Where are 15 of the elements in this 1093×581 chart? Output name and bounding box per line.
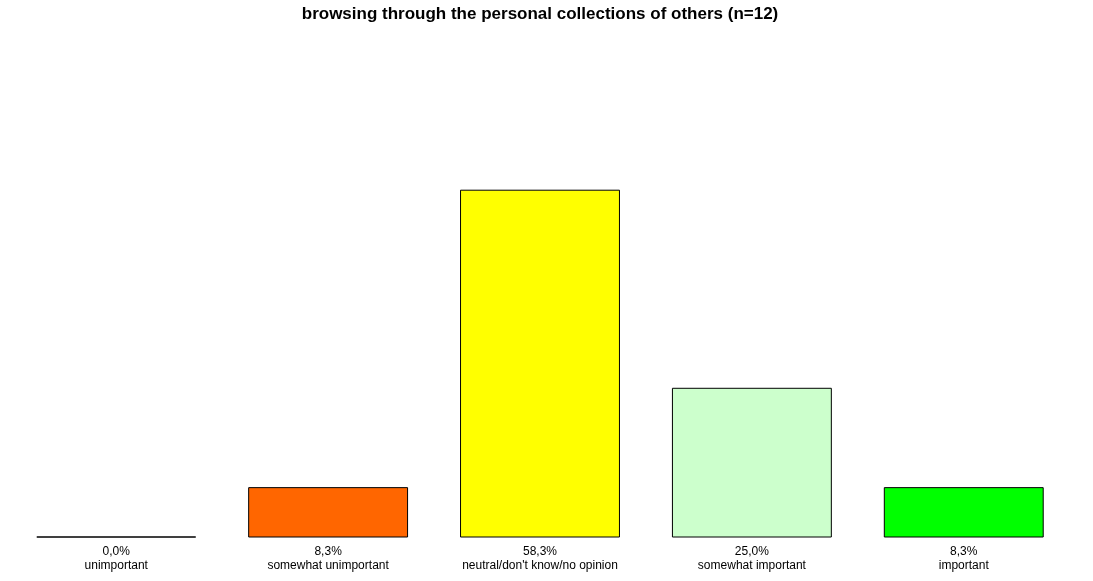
data-label: 0,0%	[102, 543, 131, 558]
data-label: 25,0%	[734, 543, 770, 558]
bar	[883, 487, 1044, 538]
bar	[460, 189, 620, 538]
data-label: 58,3%	[522, 543, 558, 558]
bar	[671, 387, 832, 538]
x-tick-label: somewhat important	[697, 557, 807, 572]
x-tick-label: neutral/don't know/no opinion	[462, 557, 618, 572]
x-tick-label: unimportant	[84, 557, 149, 572]
bar	[248, 487, 409, 538]
x-tick-label: important	[938, 557, 990, 572]
chart-title: browsing through the personal collections of others (n=12)	[301, 4, 779, 23]
data-label: 8,3%	[950, 543, 978, 558]
data-label: 8,3%	[314, 543, 343, 558]
x-tick-label: somewhat unimportant	[267, 557, 390, 572]
